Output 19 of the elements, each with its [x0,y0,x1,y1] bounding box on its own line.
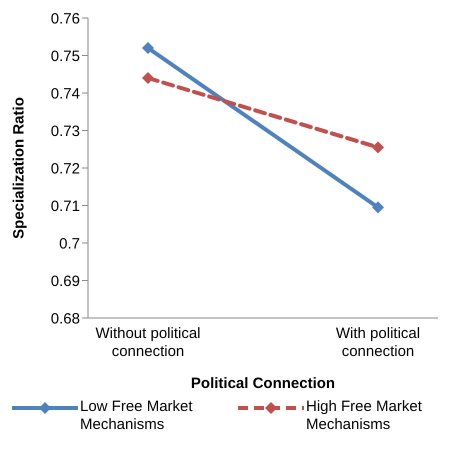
y-tick-label: 0.68 [50,310,80,328]
point [372,201,384,214]
y-tick-label: 0.71 [50,198,80,215]
y-tick-label: 0.74 [50,85,80,102]
x-tick-label: Without political connection [95,325,201,360]
y-tick-label: 0.73 [50,122,80,140]
point [142,72,154,84]
y-tick-label: 0.72 [50,160,80,178]
point [142,42,154,54]
legend-label: High Free Market Mechanisms [306,398,423,434]
legend-label: Low Free Market Mechanisms [80,398,194,434]
x-axis-title: Political Connection [190,375,336,392]
y-tick-label: 0.75 [50,48,80,65]
x-tick-label: With political connection [336,325,420,360]
y-axis-title: Specialization Ratio [10,97,28,239]
y-tick-label: 0.76 [50,10,80,28]
point [372,141,384,154]
y-tick-label: 0.69 [50,272,80,290]
y-tick-label: 0.7 [59,235,80,252]
